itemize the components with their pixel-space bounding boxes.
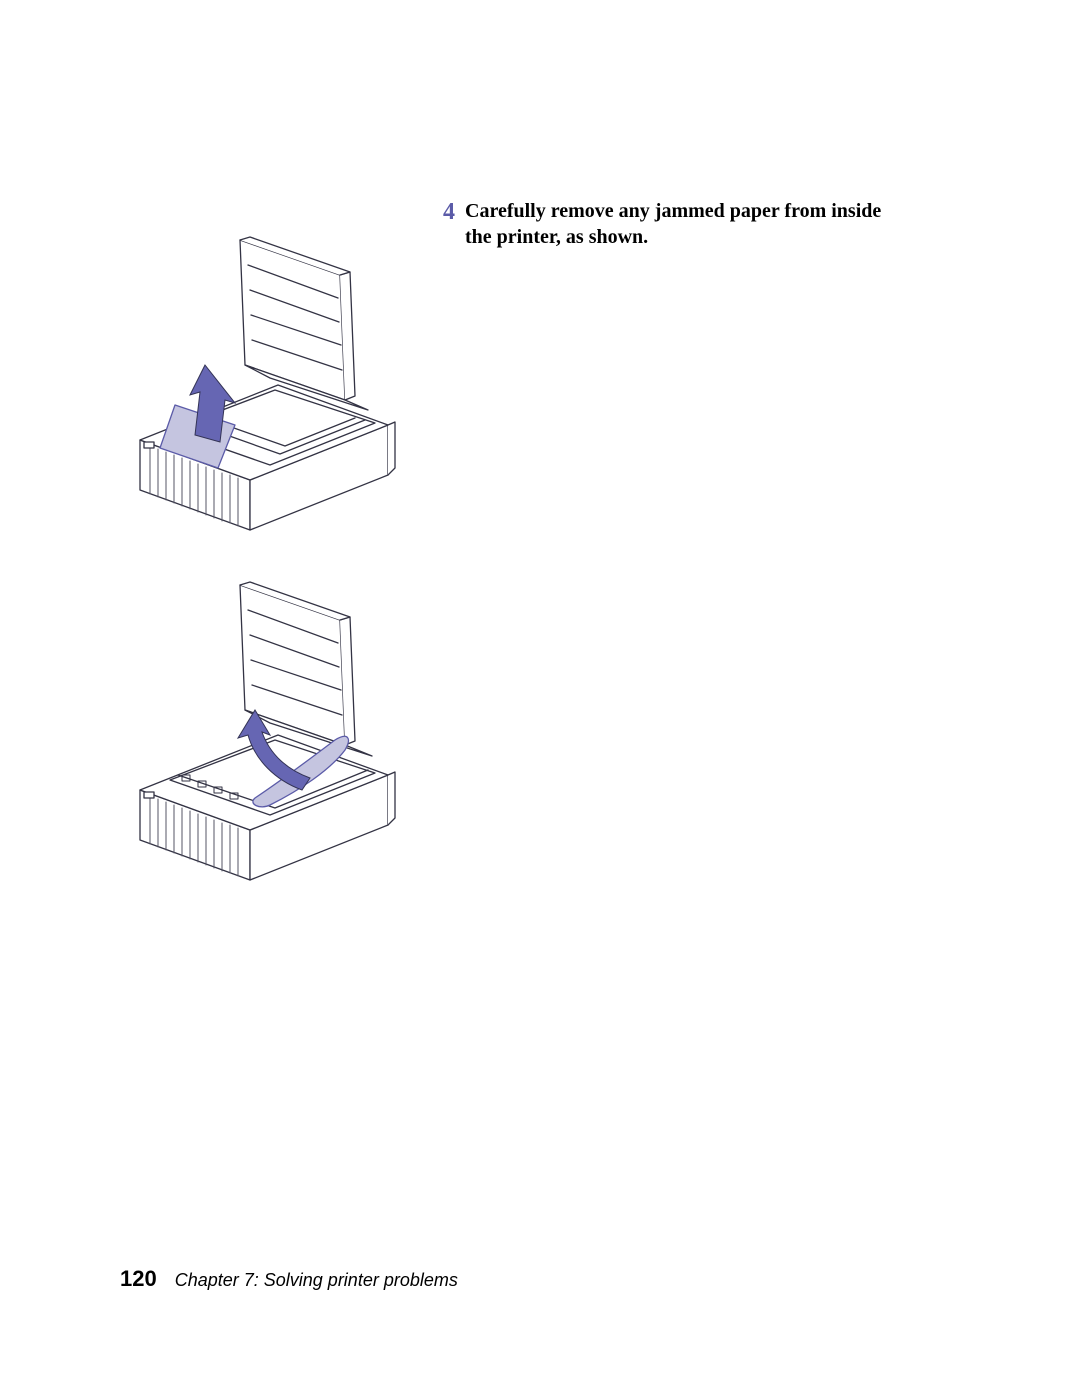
page-number: 120 bbox=[120, 1266, 157, 1292]
step-block: 4 Carefully remove any jammed paper from… bbox=[443, 198, 910, 250]
page-footer: 120 Chapter 7: Solving printer problems bbox=[120, 1266, 458, 1292]
chapter-title: Chapter 7: Solving printer problems bbox=[175, 1270, 458, 1291]
printer-illustration-1 bbox=[120, 210, 420, 540]
printer-illustration-2 bbox=[120, 560, 420, 890]
step-text: Carefully remove any jammed paper from i… bbox=[465, 198, 910, 250]
step-number: 4 bbox=[443, 198, 455, 227]
